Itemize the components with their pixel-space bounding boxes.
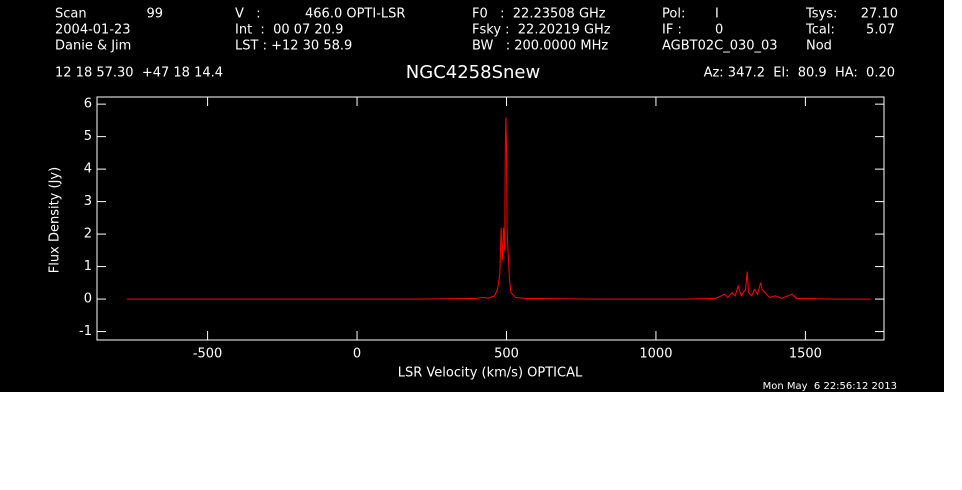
header-text: 466.0 OPTI-LSR [305, 7, 405, 22]
y-tick-label: 3 [84, 194, 92, 209]
spectrum-line [126, 117, 872, 300]
header-text: Tcal: [805, 23, 835, 38]
header-text: 99 [146, 7, 163, 22]
header-text: 0 [715, 23, 723, 38]
header-text: 2004-01-23 [55, 23, 131, 38]
header-text: 27.10 [861, 7, 898, 22]
header-text: Danie & Jim [55, 39, 131, 54]
header-text: F0 : 22.23508 GHz [472, 7, 606, 22]
header-text: Nod [806, 39, 832, 54]
x-axis-label: LSR Velocity (km/s) OPTICAL [398, 366, 583, 381]
x-tick-label: 500 [494, 347, 519, 362]
header-text: Pol: [662, 7, 685, 22]
header-text: Fsky : 22.20219 GHz [472, 23, 611, 38]
x-tick-label: 0 [353, 347, 361, 362]
x-tick-label: 1000 [639, 347, 672, 362]
y-tick-label: 4 [84, 162, 92, 177]
header-text: Int : 00 07 20.9 [235, 23, 343, 38]
plot-frame [96, 96, 885, 341]
chart-title: NGC4258Snew [406, 62, 540, 83]
header-text: Az: 347.2 El: 80.9 HA: 0.20 [704, 66, 895, 81]
header-text: IF : [662, 23, 682, 38]
plot-background [0, 0, 944, 392]
y-tick-label: 2 [84, 227, 92, 242]
header-text: Scan [55, 7, 87, 22]
header-text: 12 18 57.30 +47 18 14.4 [55, 66, 223, 81]
y-tick-label: -1 [79, 324, 92, 339]
header-text: BW : 200.0000 MHz [472, 39, 608, 54]
timestamp: Mon May 6 22:56:12 2013 [763, 381, 897, 392]
y-tick-label: 5 [84, 129, 92, 144]
x-tick-label: -500 [193, 347, 223, 362]
header-text: V : [235, 7, 261, 22]
y-tick-label: 6 [84, 97, 92, 112]
header-text: AGBT02C_030_03 [662, 39, 778, 54]
header-text: I [715, 7, 719, 22]
y-axis-label: Flux Density (Jy) [48, 167, 63, 273]
y-tick-label: 1 [84, 259, 92, 274]
header-text: Tsys: [805, 7, 837, 22]
header-text: 5.07 [866, 23, 895, 38]
y-tick-label: 0 [84, 292, 92, 307]
x-tick-label: 1500 [789, 347, 822, 362]
header-text: LST : +12 30 58.9 [235, 39, 352, 54]
